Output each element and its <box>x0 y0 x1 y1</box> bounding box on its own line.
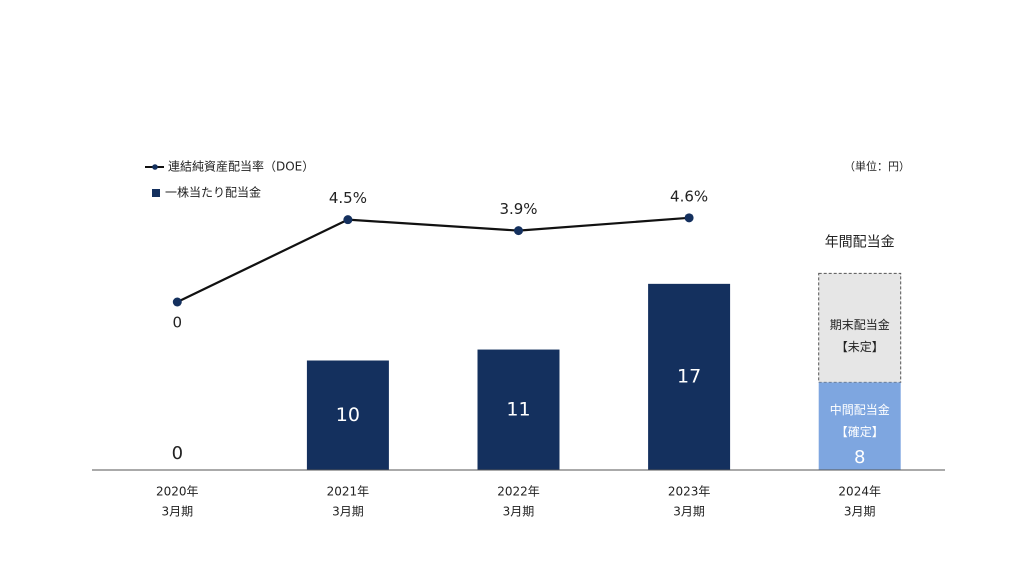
unit-label: （単位：円） <box>844 159 910 173</box>
x-tick-label: 2021年 <box>327 485 370 499</box>
bar <box>818 382 901 470</box>
x-tick-label: 3月期 <box>503 505 535 519</box>
doe-value-label: 4.5% <box>329 189 367 207</box>
bar <box>477 349 560 470</box>
x-tick-label: 2023年 <box>668 485 711 499</box>
bar-value-label: 8 <box>854 447 865 468</box>
bar-value-label: 10 <box>336 404 360 426</box>
doe-point <box>514 226 523 236</box>
final-label: 期末配当金 <box>830 317 890 332</box>
legend-dot <box>152 164 158 170</box>
interim-label: 中間配当金 <box>830 402 890 417</box>
total-label: 年間配当金 <box>825 234 895 250</box>
doe-line <box>176 216 690 303</box>
doe-value-label: 0 <box>173 314 183 332</box>
x-tick-label: 2022年 <box>497 485 540 499</box>
x-tick-label: 3月期 <box>161 505 193 519</box>
x-tick-label: 3月期 <box>844 505 876 519</box>
doe-value-label: 4.6% <box>670 187 708 205</box>
x-tick-label: 3月期 <box>332 505 364 519</box>
doe-value-label: 3.9% <box>499 200 537 218</box>
bar <box>306 360 389 470</box>
x-tick-label: 2024年 <box>838 485 881 499</box>
bar-value-label: 0 <box>172 443 183 464</box>
doe-point <box>343 215 353 225</box>
bar-value-label: 11 <box>506 398 530 420</box>
legend-bar-swatch <box>152 189 160 197</box>
bar <box>648 283 731 470</box>
x-tick-label: 2020年 <box>156 485 199 499</box>
legend-bar-label: 一株当たり配当金 <box>165 185 261 200</box>
doe-point <box>172 297 182 307</box>
undetermined-box <box>818 272 902 383</box>
bar-value-label: 17 <box>677 365 701 387</box>
interim-label: 【確定】 <box>836 424 884 439</box>
legend-line-label: 連結純資産配当率（DOE） <box>168 159 314 174</box>
x-tick-label: 3月期 <box>673 505 705 519</box>
final-label: 【未定】 <box>836 339 884 354</box>
doe-point <box>684 213 694 223</box>
